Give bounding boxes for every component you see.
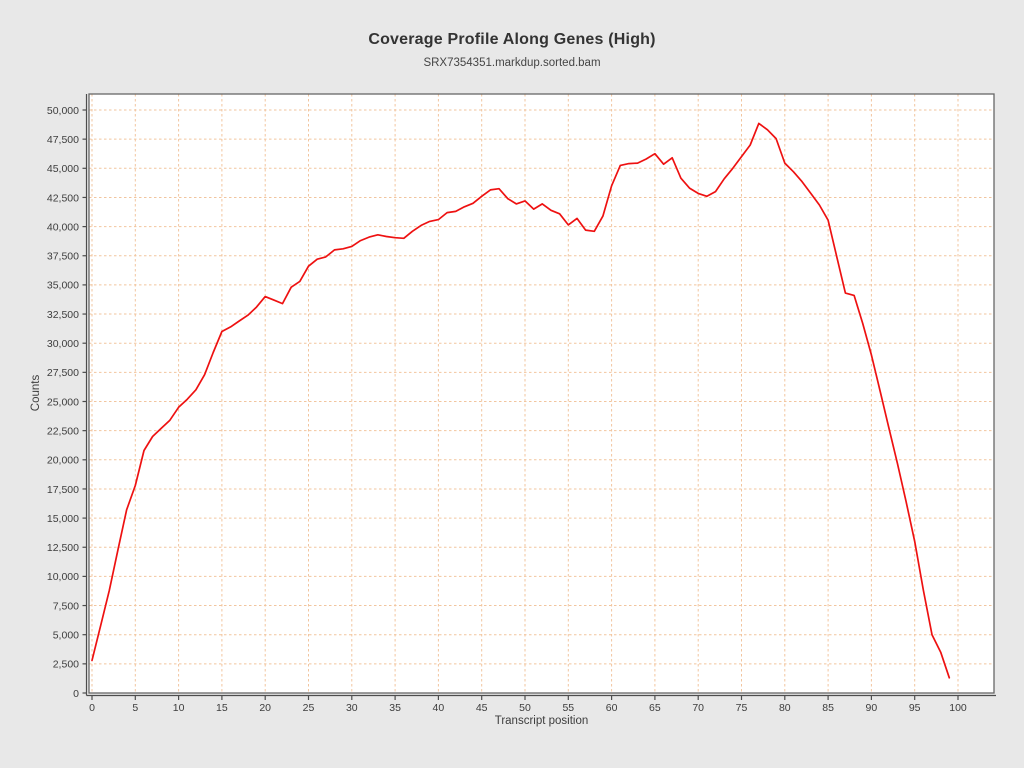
- y-tick-label: 17,500: [47, 484, 79, 496]
- x-tick-label: 5: [132, 702, 138, 714]
- x-tick-label: 60: [606, 702, 618, 714]
- y-tick-label: 2,500: [53, 659, 79, 671]
- y-tick-label: 40,000: [47, 221, 79, 233]
- chart-title: Coverage Profile Along Genes (High): [368, 31, 656, 48]
- x-tick-label: 0: [89, 702, 95, 714]
- x-tick-label: 100: [949, 702, 967, 714]
- y-tick-label: 20,000: [47, 455, 79, 467]
- coverage-line: [91, 122, 951, 679]
- x-tick-label: 75: [736, 702, 748, 714]
- y-tick-label: 10,000: [47, 571, 79, 583]
- chart-subtitle: SRX7354351.markdup.sorted.bam: [423, 57, 601, 69]
- x-tick-label: 35: [389, 702, 401, 714]
- y-tick-label: 35,000: [47, 280, 79, 292]
- y-tick-label: 42,500: [47, 192, 79, 204]
- y-tick-label: 37,500: [47, 251, 79, 263]
- x-tick-label: 10: [173, 702, 185, 714]
- y-tick-label: 0: [73, 688, 79, 700]
- x-tick-label: 25: [303, 702, 315, 714]
- x-tick-label: 90: [866, 702, 878, 714]
- x-tick-label: 40: [433, 702, 445, 714]
- x-tick-label: 55: [562, 702, 574, 714]
- x-tick-label: 80: [779, 702, 791, 714]
- plot-border: [88, 93, 995, 694]
- y-tick-label: 32,500: [47, 309, 79, 321]
- x-tick-label: 20: [259, 702, 271, 714]
- y-tick-label: 15,000: [47, 513, 79, 525]
- y-tick-label: 27,500: [47, 367, 79, 379]
- x-tick-label: 70: [692, 702, 704, 714]
- x-tick-label: 65: [649, 702, 661, 714]
- y-tick-label: 30,000: [47, 338, 79, 350]
- y-tick-label: 5,000: [53, 630, 79, 642]
- x-tick-label: 30: [346, 702, 358, 714]
- x-tick-label: 50: [519, 702, 531, 714]
- y-tick-label: 7,500: [53, 600, 79, 612]
- y-tick-label: 45,000: [47, 163, 79, 175]
- y-tick-label: 50,000: [47, 105, 79, 117]
- y-tick-label: 25,000: [47, 396, 79, 408]
- x-tick-label: 95: [909, 702, 921, 714]
- x-tick-label: 85: [822, 702, 834, 714]
- x-tick-label: 15: [216, 702, 228, 714]
- plot-area: [89, 94, 994, 693]
- y-tick-label: 47,500: [47, 134, 79, 146]
- x-axis-title: Transcript position: [494, 715, 589, 727]
- x-tick-label: 45: [476, 702, 488, 714]
- y-axis-title: Counts: [30, 374, 42, 412]
- y-tick-label: 22,500: [47, 425, 79, 437]
- y-tick-label: 12,500: [47, 542, 79, 554]
